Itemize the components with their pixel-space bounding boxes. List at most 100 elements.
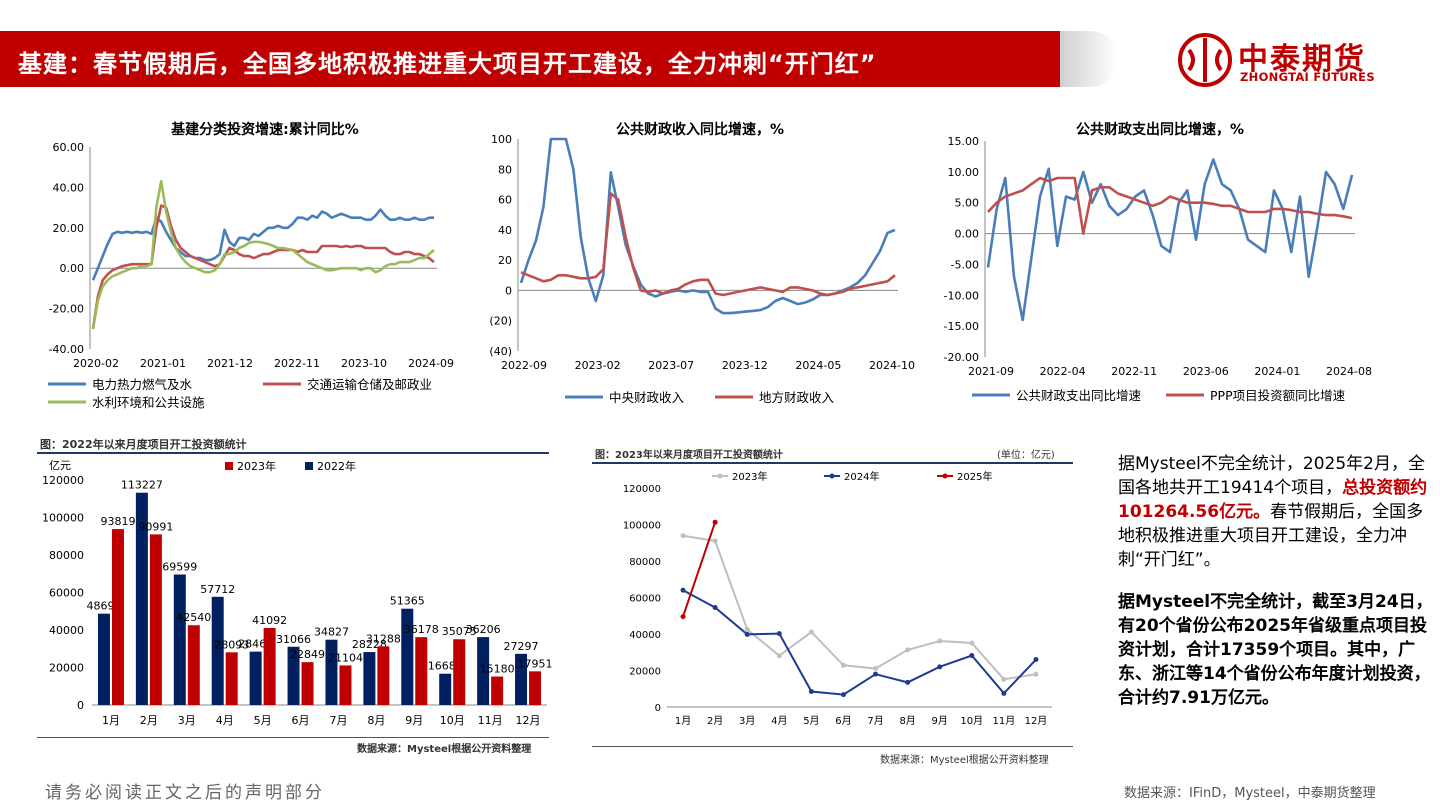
data-point-2024年	[840, 692, 846, 698]
legend-label: 2023年	[732, 470, 767, 483]
chart5-title: 图：2023年以来月度项目开工投资额统计	[595, 450, 783, 461]
commentary-highlight: 总投资额约101264.56亿元。	[1118, 478, 1428, 522]
y-tick-label: 40	[498, 224, 512, 237]
y-tick-label: 0.00	[60, 262, 85, 275]
bar-2022年	[249, 651, 262, 705]
bar-value-label: 35075	[442, 625, 477, 638]
x-tick-label: 2024-01	[1254, 365, 1300, 378]
y-tick-label: 10.00	[948, 166, 980, 179]
bar-value-label: 36206	[466, 623, 501, 636]
bar-2023年	[225, 652, 238, 705]
data-point-2024年	[937, 664, 943, 670]
bar-value-label: 69599	[162, 561, 197, 574]
bar-2023年	[187, 625, 200, 705]
x-tick-label: 2023-02	[575, 359, 621, 372]
series-line-1	[91, 208, 434, 281]
y-tick-label: -5.00	[951, 258, 979, 271]
legend-marker	[829, 473, 835, 479]
y-tick-label: 5.00	[955, 197, 980, 210]
footer-disclaimer: 请务必阅读正文之后的声明部分	[45, 783, 325, 803]
bar-value-label: 21104	[328, 651, 363, 664]
bar-2022年	[287, 646, 300, 705]
legend-label: 交通运输仓储及邮政业	[307, 377, 432, 392]
x-tick-label: 4月	[216, 714, 234, 727]
x-tick-label: 2024-09	[408, 357, 454, 370]
bar-2022年	[325, 639, 338, 705]
series-line-1	[519, 137, 896, 315]
chart3-title: 公共财政支出同比增速，%	[1075, 122, 1245, 138]
bar-value-label: 93819	[100, 515, 135, 528]
x-tick-label: 2021-12	[207, 357, 253, 370]
data-point-2024年	[969, 653, 975, 659]
y-tick-label: 20000	[49, 662, 84, 675]
data-point-2023年	[905, 647, 911, 653]
x-tick-label: 2023-07	[648, 359, 694, 372]
chart2-fiscal-revenue: 100 80 60 40 20 0 (20) (40)2022-09 2023-02 2023-0…	[489, 135, 915, 405]
y-tick-label: -20.00	[944, 351, 979, 364]
legend-swatch	[225, 462, 233, 470]
y-tick-label: (20)	[489, 315, 512, 328]
x-tick-label: 11月	[478, 714, 503, 727]
bar-2023年	[339, 665, 352, 705]
chart5-bottom-rule	[592, 746, 1073, 747]
series-line-2025年	[682, 521, 717, 618]
y-tick-label: 120000	[623, 484, 661, 495]
y-tick-label: 0.00	[955, 228, 980, 241]
unit-label: 亿元	[49, 459, 71, 472]
bar-value-label: 51365	[390, 595, 425, 608]
y-tick-label: -40.00	[49, 343, 84, 356]
bar-value-label: 15180	[480, 663, 515, 676]
legend-label: PPP项目投资额同比增速	[1210, 388, 1346, 403]
chart4-top-rule	[37, 452, 549, 454]
y-tick-label: 100000	[623, 521, 661, 532]
y-tick-label: -10.00	[944, 289, 979, 302]
x-tick-label: 2024-10	[869, 359, 915, 372]
x-tick-label: 5月	[254, 714, 272, 727]
bar-2023年	[149, 534, 162, 705]
chart4-bottom-rule	[37, 737, 549, 738]
x-tick-label: 2023-06	[1183, 365, 1229, 378]
data-point-2024年	[680, 587, 686, 593]
legend-swatch	[305, 462, 313, 470]
x-tick-label: 2020-02	[73, 357, 119, 370]
bar-2023年	[415, 637, 428, 705]
bar-value-label: 28093	[214, 638, 249, 651]
side-commentary: 据Mysteel不完全统计，2025年2月，全国各地共开工19414个项目，总投…	[1118, 452, 1434, 728]
logo-text-cn: 中泰期货	[1238, 42, 1366, 77]
commentary-paragraph-2: 据Mysteel不完全统计，截至3月24日，有20个省份公布2025年省级重点项…	[1118, 592, 1433, 708]
y-tick-label: 20000	[629, 667, 661, 678]
bar-2022年	[515, 653, 528, 705]
x-tick-label: 10月	[440, 714, 465, 727]
y-tick-label: 80	[498, 163, 512, 176]
x-tick-label: 8月	[367, 714, 385, 727]
x-tick-label: 2022-09	[501, 359, 547, 372]
x-tick-label: 1月	[675, 715, 691, 727]
x-tick-label: 2021-09	[968, 365, 1014, 378]
chart3-fiscal-expenditure: 15.00 10.00 5.00 0.00 -5.00 -10.00 -15.00 -20.0…	[944, 135, 1372, 403]
y-tick-label: 100	[491, 135, 512, 146]
commentary-paragraph-1: 据Mysteel不完全统计，2025年2月，全国各地共开工19414个项目，总投…	[1118, 452, 1434, 572]
series-line-1	[986, 158, 1354, 322]
y-tick-label: (40)	[489, 345, 512, 358]
x-tick-label: 3月	[178, 714, 196, 727]
x-tick-label: 1月	[102, 714, 120, 727]
data-point-2023年	[969, 640, 975, 646]
legend-label: 2023年	[237, 459, 276, 473]
x-tick-label: 12月	[516, 714, 541, 727]
x-tick-label: 2024-05	[795, 359, 841, 372]
y-tick-label: 15.00	[948, 135, 980, 148]
legend-label: 2024年	[844, 470, 879, 483]
legend-label: 2022年	[317, 459, 356, 473]
x-tick-label: 3月	[739, 715, 755, 727]
legend-label: 2025年	[957, 470, 992, 483]
bar-value-label: 34827	[314, 626, 349, 639]
data-point-2023年	[808, 629, 814, 635]
x-tick-label: 11月	[993, 715, 1016, 727]
data-point-2024年	[905, 679, 911, 685]
bar-value-label: 57712	[200, 583, 235, 596]
x-tick-label: 2022-04	[1040, 365, 1086, 378]
bar-value-label: 31288	[366, 632, 401, 645]
legend-label: 电力热力燃气及水	[92, 377, 193, 392]
data-point-2024年	[808, 688, 814, 694]
bar-2022年	[135, 492, 148, 705]
